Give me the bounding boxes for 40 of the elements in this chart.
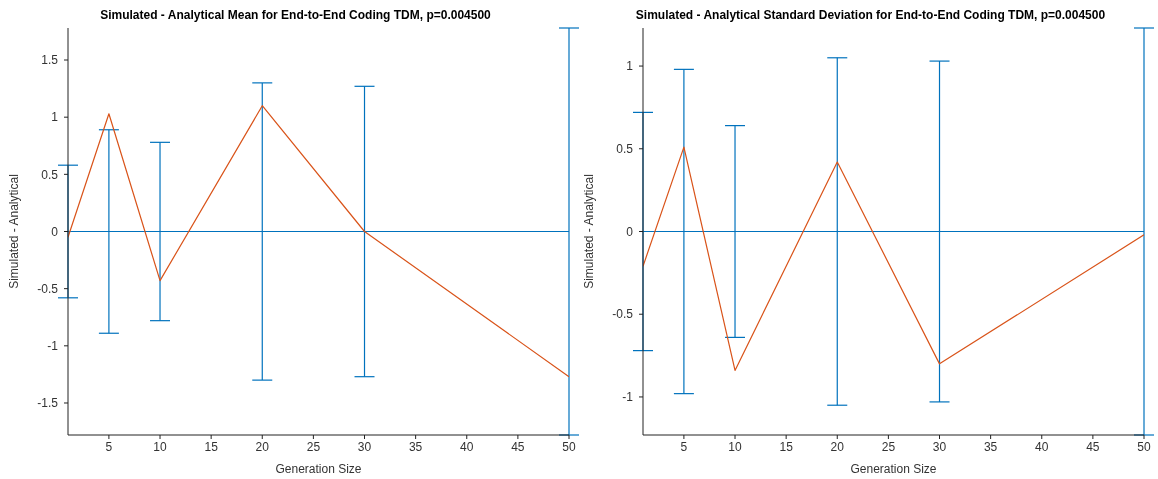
y-tick-label: -1 — [622, 390, 634, 405]
y-tick-label: 0.5 — [41, 167, 59, 182]
x-tick-label: 45 — [1086, 439, 1100, 454]
y-axis-title: Simulated - Analytical — [582, 174, 597, 289]
x-tick-label: 45 — [511, 439, 525, 454]
y-axis-title: Simulated - Analytical — [7, 174, 22, 289]
x-tick-label: 5 — [105, 439, 113, 454]
x-tick-label: 50 — [1137, 439, 1151, 454]
x-tick-label: 40 — [1035, 439, 1049, 454]
x-tick-label: 40 — [460, 439, 474, 454]
y-tick-label: 1 — [626, 59, 634, 74]
y-tick-label: -1 — [47, 339, 59, 354]
x-tick-label: 5 — [680, 439, 688, 454]
x-axis-title: Generation Size — [850, 462, 937, 476]
x-tick-label: 30 — [932, 439, 947, 454]
x-tick-label: 10 — [153, 439, 168, 454]
x-axis-title: Generation Size — [275, 462, 362, 476]
line-series — [643, 146, 1144, 372]
x-tick-label: 50 — [562, 439, 576, 454]
x-tick-label: 35 — [408, 439, 423, 454]
x-tick-label: 20 — [830, 439, 845, 454]
x-tick-label: 20 — [255, 439, 270, 454]
chart-title: Simulated - Analytical Mean for End-to-End Coding TDM, p=0.004500 — [99, 8, 492, 24]
y-tick-label: -1.5 — [37, 396, 59, 411]
x-tick-label: 35 — [983, 439, 998, 454]
y-tick-label: 0 — [51, 224, 59, 239]
y-tick-label: 0 — [626, 224, 634, 239]
x-tick-label: 10 — [728, 439, 743, 454]
y-tick-label: -0.5 — [37, 281, 59, 296]
line-series — [68, 105, 569, 378]
y-tick-label: -0.5 — [612, 307, 634, 322]
x-tick-label: 25 — [306, 439, 321, 454]
y-tick-label: 1.5 — [41, 53, 59, 68]
y-tick-label: 1 — [51, 110, 59, 125]
chart-title: Simulated - Analytical Standard Deviation for End-to-End Coding TDM, p=0.004500 — [634, 8, 1107, 24]
y-tick-label: 0.5 — [616, 142, 634, 157]
x-tick-label: 15 — [204, 439, 219, 454]
x-tick-label: 25 — [881, 439, 896, 454]
x-tick-label: 30 — [357, 439, 372, 454]
x-tick-label: 15 — [779, 439, 794, 454]
